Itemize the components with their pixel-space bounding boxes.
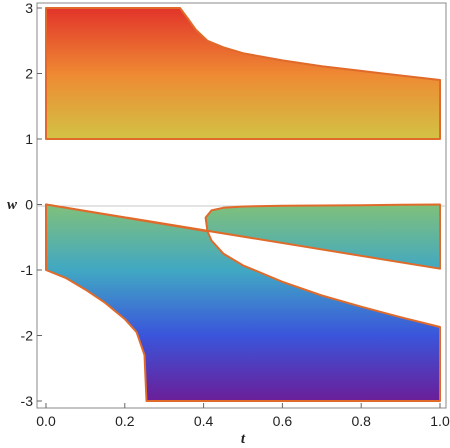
x-tick-label: 0.6	[273, 413, 293, 429]
y-tick-label: 3	[25, 0, 33, 16]
region-3	[45, 203, 441, 402]
y-tick-label: -2	[21, 328, 34, 344]
y-tick-label: -1	[21, 262, 34, 278]
y-axis-label: w	[7, 197, 18, 213]
x-tick-label: 0.2	[115, 413, 135, 429]
x-tick-label: 1.0	[430, 413, 450, 429]
x-tick-label: 0.0	[36, 413, 56, 429]
y-tick-label: 2	[25, 66, 33, 82]
region-1	[45, 7, 441, 140]
x-axis-label: t	[241, 431, 246, 447]
x-axis-ticks: 0.0 0.2 0.4 0.6 0.8 1.0	[36, 403, 450, 429]
y-tick-label: 1	[25, 131, 33, 147]
y-tick-label: 0	[25, 197, 33, 213]
y-axis-ticks: -3 -2 -1 0 1 2 3	[21, 0, 42, 409]
regions	[45, 7, 441, 402]
x-tick-label: 0.4	[194, 413, 214, 429]
y-tick-label: -3	[21, 393, 34, 409]
x-tick-label: 0.8	[351, 413, 371, 429]
